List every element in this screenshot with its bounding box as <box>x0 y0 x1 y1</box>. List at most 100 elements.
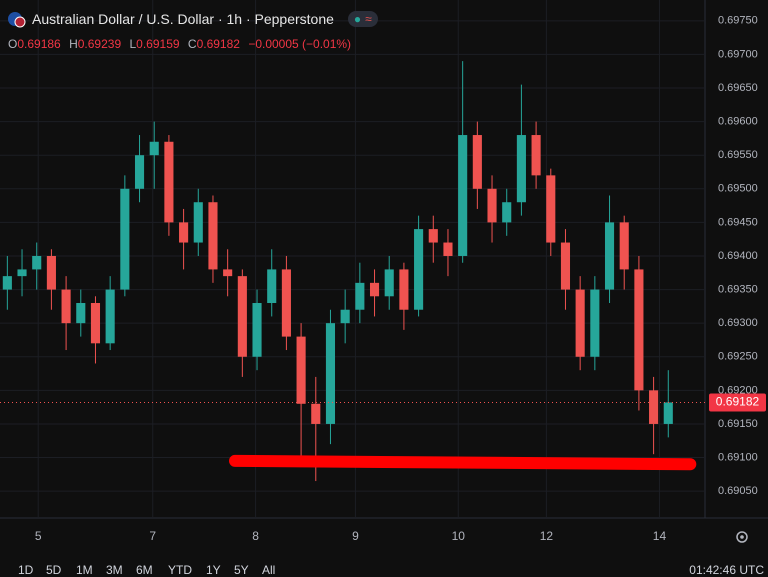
toolbar: 01:42:46 UTC 1D 5D 1M 3M 6M YTD 1Y 5Y All <box>0 563 768 577</box>
candle-body <box>487 188 497 223</box>
candle-body <box>149 141 159 156</box>
candle-body <box>663 402 673 424</box>
settings-hub[interactable] <box>740 535 744 539</box>
candle-body <box>90 303 101 344</box>
grid <box>0 0 705 518</box>
logo-flag-us <box>14 16 26 28</box>
symbol-logo <box>8 12 26 28</box>
ohlc-key: C <box>187 37 197 51</box>
range-button[interactable]: 3M <box>106 563 123 577</box>
y-tick-label: 0.69150 <box>718 418 758 430</box>
ohlc-legend: O0.69186 H0.69239 L0.69159 C0.69182 −0.0… <box>8 37 356 51</box>
candle-body <box>619 222 629 270</box>
candle-body <box>355 282 365 310</box>
y-tick-label: 0.69450 <box>718 216 758 228</box>
candle-body <box>516 135 526 203</box>
range-button[interactable]: All <box>262 563 276 577</box>
candle-body <box>281 269 291 337</box>
candle-body <box>604 222 615 290</box>
y-tick-label: 0.69250 <box>718 351 758 363</box>
candle-body <box>46 255 56 290</box>
candle-body <box>252 303 262 357</box>
candle-body <box>105 289 115 344</box>
x-tick-label: 10 <box>452 529 466 543</box>
range-button[interactable]: 1D <box>18 563 34 577</box>
candle-body <box>546 175 556 243</box>
candle-body <box>472 135 482 189</box>
candle-body <box>634 269 644 391</box>
chart-title: Australian Dollar / U.S. Dollar · 1h · P… <box>32 11 334 27</box>
candle-body <box>369 282 380 297</box>
candle-body <box>208 202 218 270</box>
candle-body <box>414 229 424 310</box>
last-price-tag <box>709 393 766 412</box>
header: Australian Dollar / U.S. Dollar · 1h · P… <box>8 10 378 28</box>
candle-body <box>32 255 42 270</box>
range-button[interactable]: 5Y <box>234 563 249 577</box>
candle-body <box>179 222 189 243</box>
candle-body <box>502 202 512 223</box>
x-tick-label: 5 <box>35 529 42 543</box>
candle-body <box>296 336 306 404</box>
status-wave[interactable]: ≈ <box>365 12 372 26</box>
candle-body <box>428 229 438 243</box>
y-tick-label: 0.69500 <box>718 183 758 195</box>
y-tick-label: 0.69200 <box>718 384 758 396</box>
x-tick-label: 8 <box>252 529 259 543</box>
y-tick-label: 0.69600 <box>718 116 758 128</box>
candle-body <box>237 276 247 357</box>
y-tick-label: 0.69100 <box>718 451 758 463</box>
candle-body <box>164 141 174 223</box>
ohlc-value: 0.69159 <box>136 37 180 51</box>
candle-body <box>17 269 27 277</box>
range-button[interactable]: 5D <box>46 563 62 577</box>
status-chip[interactable]: ● ≈ <box>347 11 378 27</box>
y-tick-label: 0.69400 <box>718 250 758 262</box>
candle-body <box>443 242 453 256</box>
range-button[interactable]: 1Y <box>206 563 221 577</box>
candle-body <box>531 135 541 176</box>
settings-gear[interactable] <box>736 531 748 543</box>
candle-body <box>649 390 659 424</box>
x-tick-label: 12 <box>540 529 554 543</box>
candle-body <box>267 269 277 304</box>
candle-body <box>61 289 71 324</box>
y-tick-label: 0.69300 <box>718 317 758 329</box>
x-tick-label: 9 <box>352 529 359 543</box>
candle-body <box>399 269 409 310</box>
candle-body <box>340 309 350 324</box>
status-dot[interactable]: ● <box>353 12 362 26</box>
candle-body <box>458 135 468 256</box>
x-tick-label: 14 <box>653 529 667 543</box>
candle-body <box>575 289 585 357</box>
range-button[interactable]: 6M <box>136 563 153 577</box>
ohlc-key: L <box>129 37 137 51</box>
ohlc-value: 0.69239 <box>77 37 122 51</box>
ohlc-key: H <box>69 37 78 51</box>
candle-body <box>311 403 321 424</box>
range-button[interactable]: 1M <box>76 563 93 577</box>
y-tick-label: 0.69550 <box>718 149 758 161</box>
y-tick-label: 0.69750 <box>718 15 758 27</box>
x-tick-label: 7 <box>149 529 156 543</box>
candle-body <box>2 276 12 290</box>
ohlc-value: 0.69186 <box>17 37 61 51</box>
settings-icon[interactable] <box>736 531 748 543</box>
candle-body <box>384 269 394 297</box>
y-tick-label: 0.69700 <box>718 48 758 60</box>
clock: 01:42:46 UTC <box>689 563 764 577</box>
ohlc-key: O <box>8 37 18 51</box>
candle-body <box>590 289 600 357</box>
last-price-label: 0.69182 <box>716 395 760 409</box>
candle-body <box>325 323 336 424</box>
candle-body <box>134 155 145 189</box>
y-tick-label: 0.69050 <box>718 485 758 497</box>
candle-body <box>223 269 233 277</box>
ohlc-value: 0.69182 <box>196 37 240 51</box>
trendline <box>229 454 697 471</box>
y-tick-label: 0.69350 <box>718 283 758 295</box>
range-button[interactable]: YTD <box>168 563 192 577</box>
candle-body <box>560 242 571 290</box>
y-tick-label: 0.69650 <box>718 82 758 94</box>
